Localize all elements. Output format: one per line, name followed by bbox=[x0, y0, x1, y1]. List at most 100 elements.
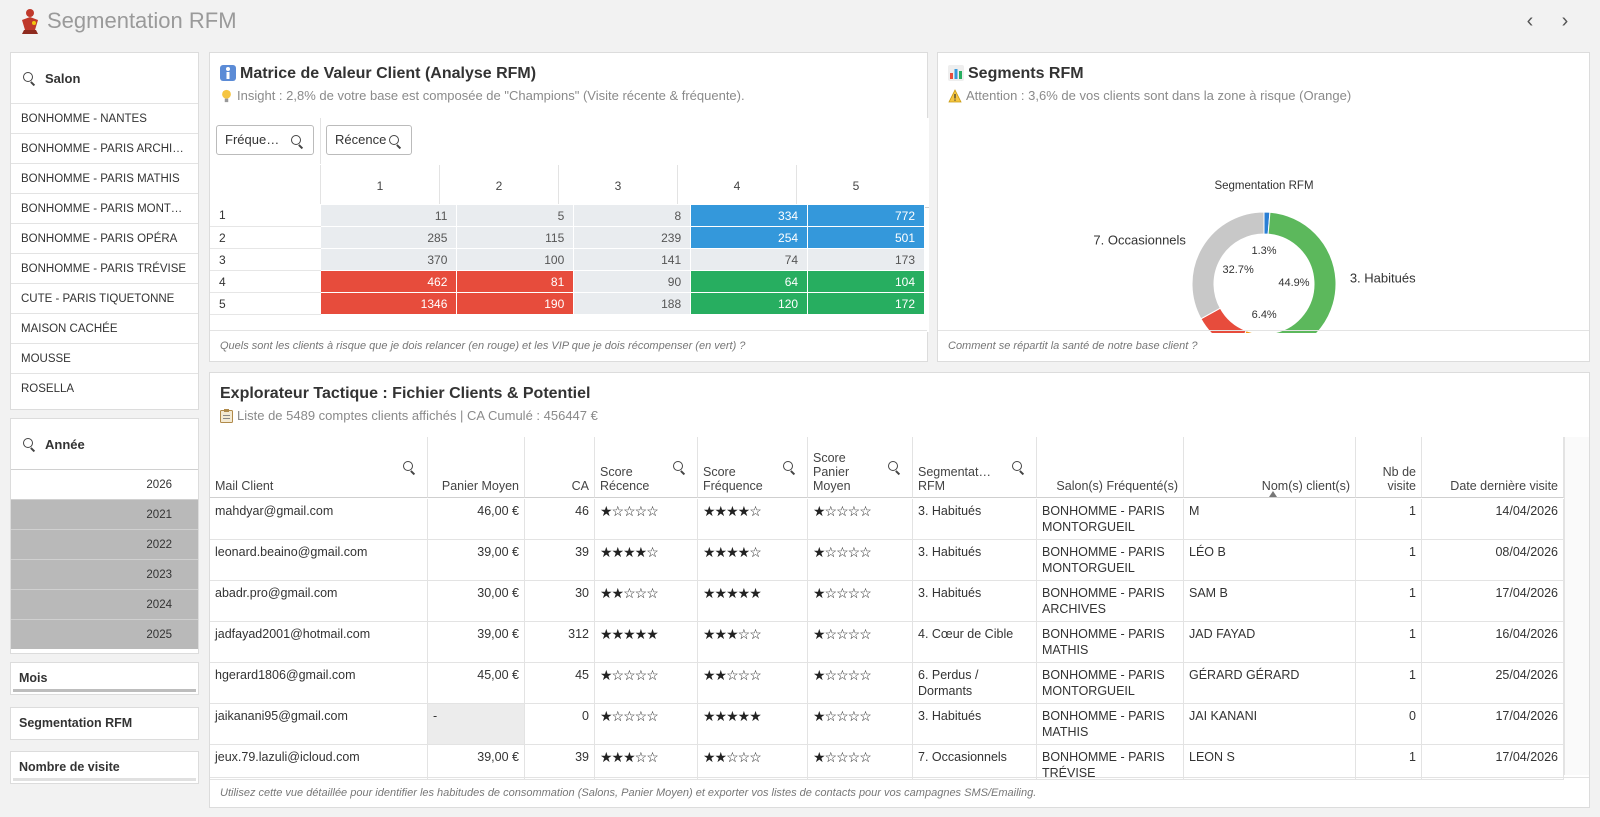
salon-filter-item[interactable]: MOUSSE bbox=[11, 343, 198, 373]
matrix-cell[interactable]: 11 bbox=[319, 204, 458, 227]
matrix-cell[interactable]: 285 bbox=[319, 226, 458, 249]
matrix-cell[interactable]: 120 bbox=[690, 292, 809, 315]
matrix-cell[interactable]: 64 bbox=[690, 270, 809, 293]
salon-filter-item[interactable]: BONHOMME - PARIS TRÉVISE bbox=[11, 253, 198, 283]
column-header[interactable]: Score Fréquence bbox=[698, 437, 808, 498]
table-cell-rec: ★☆☆☆☆ bbox=[595, 663, 698, 703]
table-row[interactable]: mahdyar@gmail.com 46,00 €46 ★☆☆☆☆ ★★★★☆ ★☆☆☆… bbox=[210, 499, 1564, 540]
column-header[interactable]: Score Récence bbox=[595, 437, 698, 498]
salon-filter-item[interactable]: MAISON CACHÉE bbox=[11, 313, 198, 343]
table-cell-pm: ★☆☆☆☆ bbox=[808, 581, 913, 621]
column-header[interactable]: Nom(s) client(s) bbox=[1184, 437, 1356, 498]
table-cell-seg: 4. Cœur de Cible bbox=[913, 622, 1037, 662]
table-cell-date: 17/04/2026 bbox=[1422, 704, 1564, 744]
matrix-cell[interactable]: 334 bbox=[690, 204, 809, 227]
matrix-column-header: 5 bbox=[796, 165, 915, 207]
donut-slice[interactable] bbox=[1267, 211, 1337, 333]
annee-filter-item[interactable]: 2025 bbox=[11, 619, 198, 649]
matrix-cell[interactable]: 173 bbox=[807, 248, 925, 271]
table-cell-seg: 7. Occasionnels bbox=[913, 745, 1037, 779]
matrix-cell[interactable]: 141 bbox=[573, 248, 692, 271]
search-icon[interactable] bbox=[888, 461, 900, 473]
matrix-cell[interactable]: 239 bbox=[573, 226, 692, 249]
table-cell-ca: 45 bbox=[525, 663, 595, 703]
matrix-cell[interactable]: 8 bbox=[573, 204, 692, 227]
matrix-cell[interactable]: 115 bbox=[456, 226, 575, 249]
annee-filter-header[interactable]: Année bbox=[11, 419, 198, 469]
salon-filter-item[interactable]: BONHOMME - PARIS ARCHIVES bbox=[11, 133, 198, 163]
table-row[interactable]: hgerard1806@gmail.com 45,00 €45 ★☆☆☆☆ ★★☆☆☆… bbox=[210, 663, 1564, 704]
annee-filter-item[interactable]: 2022 bbox=[11, 529, 198, 559]
table-cell-mail: leonard.beaino@gmail.com bbox=[210, 540, 428, 580]
column-header-label: Date dernière visite bbox=[1450, 479, 1558, 493]
segments-title: Segments RFM bbox=[948, 65, 1084, 83]
column-header-label: Panier Moyen bbox=[441, 479, 519, 493]
nombre-visite-filter[interactable]: Nombre de visite bbox=[10, 751, 199, 784]
matrix-cell[interactable]: 254 bbox=[690, 226, 809, 249]
matrix-cell[interactable]: 104 bbox=[807, 270, 925, 293]
column-header[interactable]: Score Panier Moyen bbox=[808, 437, 913, 498]
annee-filter-item[interactable]: 2023 bbox=[11, 559, 198, 589]
matrix-cell[interactable]: 172 bbox=[807, 292, 925, 315]
column-header[interactable]: Mail Client bbox=[210, 437, 428, 498]
column-header[interactable]: Salon(s) Fréquenté(s) bbox=[1037, 437, 1184, 498]
next-sheet-button[interactable]: › bbox=[1561, 10, 1569, 32]
annee-filter-item[interactable]: 2026 bbox=[11, 469, 198, 499]
column-header[interactable]: Nb de visite bbox=[1356, 437, 1422, 498]
salon-filter-header[interactable]: Salon bbox=[11, 53, 198, 103]
matrix-cell[interactable]: 100 bbox=[456, 248, 575, 271]
matrix-cell[interactable]: 370 bbox=[319, 248, 458, 271]
table-row[interactable]: jeux.79.lazuli@icloud.com 39,00 €39 ★★★☆☆ ★… bbox=[210, 745, 1564, 780]
recence-dimension-search[interactable]: Récence bbox=[326, 125, 412, 155]
salon-filter-item[interactable]: ROSELLA bbox=[11, 373, 198, 403]
salon-filter-item[interactable]: BONHOMME - PARIS OPÉRA bbox=[11, 223, 198, 253]
matrix-cell[interactable]: 501 bbox=[807, 226, 925, 249]
search-icon[interactable] bbox=[783, 461, 795, 473]
segmentation-filter[interactable]: Segmentation RFM bbox=[10, 707, 199, 740]
table-cell-pm: ★☆☆☆☆ bbox=[808, 745, 913, 779]
table-cell-seg: 3. Habitués bbox=[913, 704, 1037, 744]
column-header-label: Nb de visite bbox=[1382, 465, 1416, 493]
mois-filter[interactable]: Mois bbox=[10, 662, 199, 695]
table-row[interactable]: abadr.pro@gmail.com 30,00 €30 ★★☆☆☆ ★★★★★ ★☆… bbox=[210, 581, 1564, 622]
table-cell-ca: 46 bbox=[525, 499, 595, 539]
salon-filter-item[interactable]: BONHOMME - NANTES bbox=[11, 103, 198, 133]
search-icon[interactable] bbox=[403, 461, 415, 473]
column-header-label: Score Fréquence bbox=[703, 465, 763, 493]
column-header[interactable]: Panier Moyen bbox=[428, 437, 525, 498]
donut-pct-label: 44.9% bbox=[1278, 277, 1309, 289]
segmentation-donut-chart[interactable]: Segmentation RFM 1.3% 44.9% 3. Habitués 6.4… bbox=[938, 113, 1589, 333]
matrix-cell[interactable]: 81 bbox=[456, 270, 575, 293]
table-row[interactable]: leonard.beaino@gmail.com 39,00 €39 ★★★★☆ ★★… bbox=[210, 540, 1564, 581]
frequence-dimension-search[interactable]: Fréque… bbox=[216, 125, 314, 155]
segments-panel: Segments RFM Attention : 3,6% de vos cli… bbox=[937, 52, 1590, 362]
annee-filter-item[interactable]: 2021 bbox=[11, 499, 198, 529]
table-cell-salon: BONHOMME - PARIS MONTORGUEIL bbox=[1037, 663, 1184, 703]
table-vertical-scrollbar[interactable] bbox=[1564, 437, 1589, 775]
matrix-cell[interactable]: 74 bbox=[690, 248, 809, 271]
salon-filter-item[interactable]: CUTE - PARIS TIQUETONNE bbox=[11, 283, 198, 313]
column-header[interactable]: CA bbox=[525, 437, 595, 498]
table-row[interactable]: jaikanani95@gmail.com -0 ★☆☆☆☆ ★★★★★ ★☆☆☆☆ 3.… bbox=[210, 704, 1564, 745]
donut-slice[interactable] bbox=[1191, 211, 1265, 320]
annee-filter-item[interactable]: 2024 bbox=[11, 589, 198, 619]
matrix-cell[interactable]: 190 bbox=[456, 292, 575, 315]
matrix-cell[interactable]: 90 bbox=[573, 270, 692, 293]
table-cell-panier: 30,00 € bbox=[428, 581, 525, 621]
search-icon[interactable] bbox=[673, 461, 685, 473]
search-icon[interactable] bbox=[1012, 461, 1024, 473]
matrix-cell[interactable]: 462 bbox=[319, 270, 458, 293]
matrix-cell[interactable]: 188 bbox=[573, 292, 692, 315]
previous-sheet-button[interactable]: ‹ bbox=[1526, 10, 1534, 32]
matrix-cell[interactable]: 5 bbox=[456, 204, 575, 227]
column-header[interactable]: Date dernière visite bbox=[1422, 437, 1564, 498]
salon-filter-item[interactable]: BONHOMME - PARIS MONTORGUEIL bbox=[11, 193, 198, 223]
table-row[interactable]: jadfayad2001@hotmail.com 39,00 €312 ★★★★★ ★… bbox=[210, 622, 1564, 663]
matrix-cell[interactable]: 1346 bbox=[319, 292, 458, 315]
column-header[interactable]: Segmentat… RFM bbox=[913, 437, 1037, 498]
table-cell-ca: 39 bbox=[525, 745, 595, 779]
table-cell-nb: 1 bbox=[1356, 540, 1422, 580]
matrix-cell[interactable]: 772 bbox=[807, 204, 925, 227]
salon-filter-item[interactable]: BONHOMME - PARIS MATHIS bbox=[11, 163, 198, 193]
sort-ascending-icon bbox=[1269, 491, 1277, 497]
